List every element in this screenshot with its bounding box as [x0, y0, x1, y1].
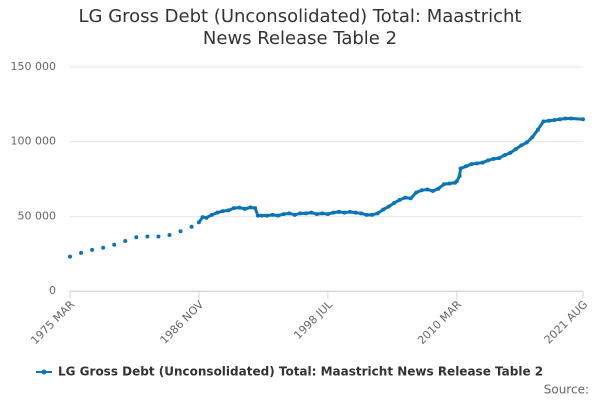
y-tick-label: 0 [49, 284, 56, 297]
point [419, 188, 424, 193]
point [530, 135, 535, 140]
point [370, 212, 375, 217]
point [464, 164, 469, 169]
point [414, 190, 419, 195]
point [123, 238, 128, 243]
point [101, 245, 106, 250]
legend-label: LG Gross Debt (Unconsolidated) Total: Ma… [58, 365, 543, 379]
point [569, 116, 574, 121]
point [524, 140, 529, 145]
point [255, 213, 260, 218]
point [287, 211, 292, 216]
point [281, 212, 286, 217]
point [447, 181, 452, 186]
point [508, 150, 513, 155]
point [90, 247, 95, 252]
point [519, 143, 524, 148]
source-label: Source: [544, 383, 589, 397]
y-tick-label: 150 000 [11, 60, 57, 73]
point [68, 254, 72, 259]
point [541, 119, 546, 124]
point [112, 242, 117, 247]
point [196, 220, 201, 225]
point [408, 196, 413, 201]
point [79, 250, 84, 255]
legend-marker [41, 369, 47, 375]
point [458, 166, 463, 171]
point [298, 211, 303, 216]
point [237, 205, 242, 210]
point [253, 206, 258, 211]
point [265, 213, 270, 218]
point [353, 210, 358, 215]
point [167, 233, 172, 237]
x-tick-label: 1986 NOV [158, 298, 207, 347]
point [581, 117, 585, 122]
point [430, 188, 435, 193]
point [359, 211, 364, 216]
point [156, 234, 161, 239]
point [231, 206, 236, 211]
point [242, 206, 247, 211]
point [309, 210, 314, 215]
point [441, 182, 446, 187]
point [320, 211, 325, 216]
point [204, 215, 209, 220]
point [425, 187, 430, 192]
point [386, 204, 391, 209]
point [513, 147, 518, 152]
point [392, 200, 397, 205]
point [364, 212, 369, 217]
point [469, 162, 474, 167]
point [303, 211, 308, 216]
point [454, 179, 459, 184]
point [502, 153, 507, 158]
point [552, 118, 557, 123]
point [375, 211, 380, 216]
y-tick-label: 50 000 [18, 209, 57, 222]
point [325, 212, 330, 217]
point [342, 210, 347, 215]
point [563, 116, 568, 121]
point [480, 160, 485, 165]
y-tick-label: 100 000 [11, 135, 57, 148]
x-tick-label: 2021 AUG [542, 298, 591, 347]
point [381, 207, 386, 212]
point [535, 127, 540, 132]
x-tick-label: 1975 MAR [28, 298, 77, 347]
point [403, 195, 408, 200]
point [336, 209, 341, 214]
point [189, 224, 194, 229]
point [475, 161, 480, 166]
point [557, 117, 562, 122]
point [178, 229, 183, 234]
point [220, 209, 225, 214]
point [145, 234, 150, 239]
point [248, 205, 253, 210]
point [436, 186, 441, 191]
x-tick-label: 1998 JUL [291, 297, 335, 341]
x-tick-label: 2010 MAR [415, 298, 464, 347]
point [209, 212, 214, 217]
point [292, 212, 297, 217]
point [314, 212, 319, 217]
point [546, 118, 551, 123]
chart-title: LG Gross Debt (Unconsolidated) Total: Ma… [78, 6, 522, 49]
point [457, 174, 462, 179]
point [276, 213, 281, 218]
point [347, 209, 352, 214]
point [134, 235, 139, 240]
point [200, 215, 205, 220]
point [270, 212, 275, 217]
point [226, 208, 231, 213]
point [486, 158, 491, 163]
point [331, 210, 336, 215]
point [215, 210, 220, 215]
point [491, 156, 496, 161]
point [497, 156, 502, 161]
point [259, 213, 264, 218]
point [397, 197, 402, 202]
